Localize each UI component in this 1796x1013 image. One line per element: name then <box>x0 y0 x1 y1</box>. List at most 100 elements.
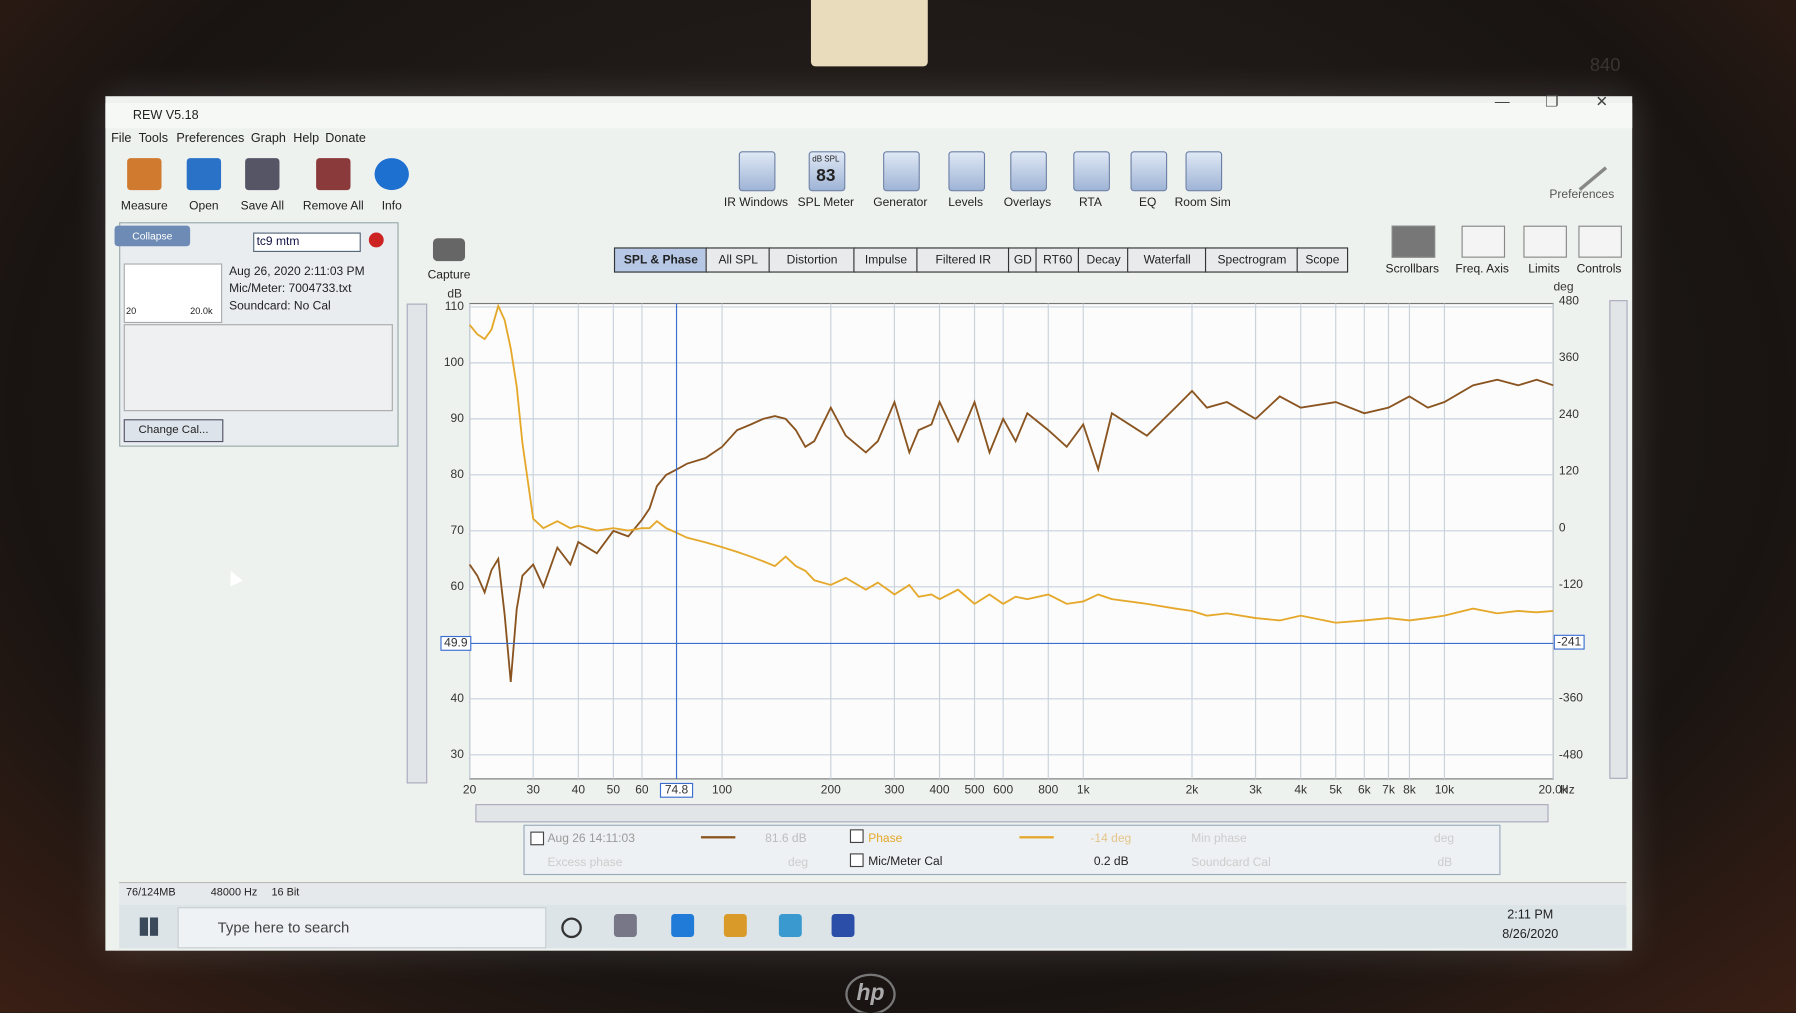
v-scrollbar-right[interactable] <box>1609 300 1628 779</box>
change-cal-button[interactable]: Change Cal... <box>123 419 224 443</box>
v-scrollbar[interactable] <box>406 303 428 784</box>
menu-item[interactable]: File <box>111 131 132 146</box>
tab[interactable]: Scope <box>1296 247 1349 273</box>
window-control[interactable]: ❐ <box>1545 92 1559 110</box>
legend-checkbox[interactable] <box>849 853 864 868</box>
capture-icon[interactable] <box>432 238 466 262</box>
legend-checkbox[interactable] <box>849 829 864 844</box>
status-bar <box>119 881 1627 905</box>
tab[interactable]: Spectrogram <box>1204 247 1299 273</box>
tab[interactable]: GD <box>1007 247 1038 273</box>
graph-control-icon[interactable] <box>1391 225 1436 258</box>
taskbar-icon[interactable] <box>723 914 747 937</box>
window-control[interactable]: ✕ <box>1595 92 1609 110</box>
x-tick-label: 4k <box>1294 783 1308 797</box>
toolbar-label[interactable]: Info <box>381 199 402 214</box>
tab[interactable]: Decay <box>1077 247 1130 273</box>
y-tick-label: 30 <box>451 747 465 761</box>
tab[interactable]: Impulse <box>853 247 919 273</box>
toolbar-label[interactable]: Room Sim <box>1174 195 1231 210</box>
y2-tick-label: -120 <box>1559 577 1583 591</box>
y-tick-label: 100 <box>444 355 464 369</box>
menu-item[interactable]: Preferences <box>176 131 245 146</box>
tab[interactable]: SPL & Phase <box>613 247 708 273</box>
legend-checkbox[interactable] <box>530 831 545 846</box>
toolbar-icon[interactable] <box>1130 151 1168 192</box>
graph-control-label[interactable]: Limits <box>1528 262 1560 277</box>
legend-box <box>523 824 1501 876</box>
toolbar-label[interactable]: Overlays <box>1003 195 1052 210</box>
toolbar-label[interactable]: EQ <box>1139 195 1157 210</box>
graph-control-icon[interactable] <box>1461 225 1506 258</box>
y-tick-label: 110 <box>445 299 464 313</box>
taskbar-icon[interactable] <box>778 914 802 937</box>
toolbar-icon[interactable] <box>1185 151 1223 192</box>
graph-control-label[interactable]: Scrollbars <box>1385 262 1440 277</box>
toolbar-icon[interactable] <box>127 158 162 191</box>
graph-control-label[interactable]: Freq. Axis <box>1455 262 1509 277</box>
search-box[interactable] <box>177 907 547 949</box>
thumbnail[interactable] <box>123 263 223 324</box>
taskbar-icon[interactable] <box>831 914 855 937</box>
legend-unit: dB <box>1437 855 1453 870</box>
toolbar-icon[interactable] <box>374 158 409 191</box>
legend-name[interactable]: Phase <box>868 831 903 846</box>
toolbar-icon[interactable] <box>186 158 222 191</box>
toolbar-icon[interactable] <box>245 158 280 191</box>
search-text[interactable]: Type here to search <box>217 918 350 936</box>
name-field[interactable]: tc9 mtm <box>253 232 361 252</box>
toolbar-icon[interactable] <box>883 151 920 192</box>
graph-control-icon[interactable] <box>1523 225 1567 258</box>
toolbar-label[interactable]: Preferences <box>1549 187 1615 202</box>
toolbar-icon[interactable] <box>948 151 986 192</box>
legend-name[interactable]: Mic/Meter Cal <box>868 854 943 869</box>
taskbar-icon[interactable] <box>613 914 637 937</box>
toolbar-label[interactable]: IR Windows <box>723 195 789 210</box>
clock-date[interactable]: 8/26/2020 <box>1502 927 1559 942</box>
legend-name[interactable]: Aug 26 14:11:03 <box>547 831 635 846</box>
legend-swatch <box>1019 836 1054 839</box>
taskbar-icon[interactable] <box>561 917 582 939</box>
toolbar-label[interactable]: RTA <box>1078 195 1102 210</box>
graph-control-icon[interactable] <box>1578 225 1622 258</box>
tab[interactable]: All SPL <box>705 247 771 273</box>
toolbar-icon[interactable] <box>738 151 776 192</box>
toolbar-label[interactable]: Open <box>189 199 219 214</box>
tab[interactable]: RT60 <box>1035 247 1081 273</box>
menu-item[interactable]: Donate <box>325 131 366 146</box>
cursor-box <box>440 635 472 651</box>
capture-label[interactable]: Capture <box>427 268 471 282</box>
toolbar-label[interactable]: Measure <box>120 199 168 214</box>
start-button[interactable] <box>139 917 159 936</box>
toolbar-icon[interactable] <box>808 151 846 192</box>
plot-area <box>469 302 1554 780</box>
legend-name[interactable]: Min phase <box>1191 831 1247 846</box>
toolbar-label[interactable]: SPL Meter <box>797 195 855 210</box>
collapse-button[interactable]: Collapse <box>114 225 191 247</box>
menu-item[interactable]: Help <box>293 131 320 146</box>
delete-button[interactable] <box>368 232 384 248</box>
legend-name[interactable]: Soundcard Cal <box>1191 855 1271 870</box>
toolbar-icon[interactable] <box>316 158 351 191</box>
taskbar-icon[interactable] <box>671 914 695 937</box>
toolbar-label[interactable]: Generator <box>873 195 928 210</box>
series-line <box>468 303 1554 624</box>
menu-item[interactable]: Graph <box>250 131 286 146</box>
toolbar-icon[interactable] <box>1073 151 1110 192</box>
clock-time[interactable]: 2:11 PM <box>1507 908 1554 923</box>
toolbar-icon[interactable] <box>1010 151 1047 192</box>
window-control[interactable]: — <box>1494 92 1510 110</box>
h-scrollbar[interactable] <box>475 804 1549 823</box>
y2-tick-label: -360 <box>1559 691 1583 705</box>
toolbar-label[interactable]: Remove All <box>302 199 364 214</box>
y2-tick-label: 240 <box>1559 407 1579 421</box>
tab[interactable]: Waterfall <box>1127 247 1208 273</box>
legend-name[interactable]: Excess phase <box>547 855 623 870</box>
toolbar-label[interactable]: Levels <box>948 195 983 210</box>
tab[interactable]: Filtered IR <box>916 247 1011 273</box>
toolbar-label[interactable]: Save All <box>240 199 285 214</box>
cursor-box <box>659 782 694 798</box>
graph-control-label[interactable]: Controls <box>1576 262 1622 277</box>
tab[interactable]: Distortion <box>768 247 856 273</box>
menu-item[interactable]: Tools <box>138 131 169 146</box>
